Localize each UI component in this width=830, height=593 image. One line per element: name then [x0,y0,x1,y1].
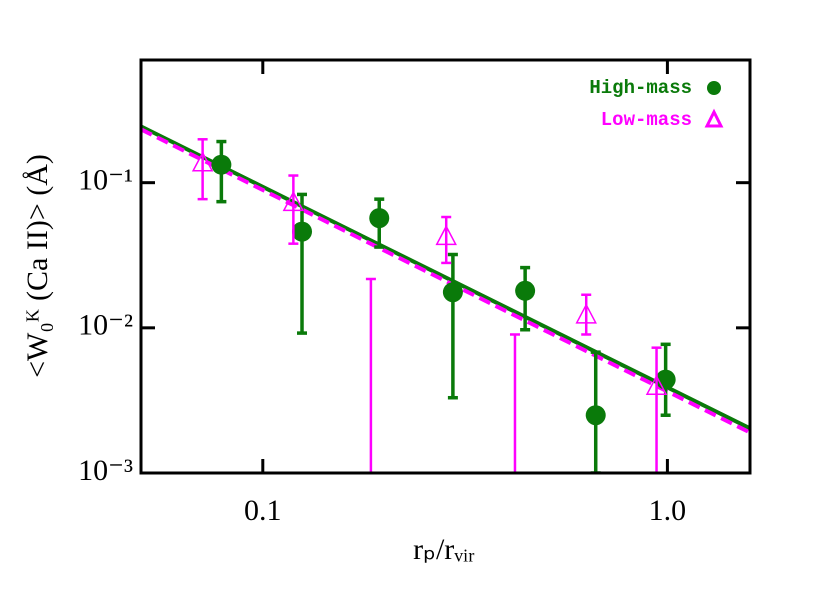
plot-area [141,124,750,473]
y-axis-label: <W₀ᴷ (Ca II)> (Å) [21,154,54,378]
point [369,208,390,229]
point [211,154,232,175]
point [645,374,668,395]
fit-line [141,124,750,431]
point [282,190,305,212]
point [515,280,536,301]
x-tick-label: 1.0 [649,494,687,527]
legend-label: High-mass [589,77,692,99]
legend-label: Low-mass [601,109,692,131]
legend-marker [704,108,724,128]
plot-frame [139,58,752,475]
point [575,303,597,324]
y-tick-label: 10⁻² [78,309,133,342]
y-tick-label: 10⁻¹ [78,164,133,197]
x-axis-label: rₚ/rᵥᵢᵣ [413,533,475,566]
y-tick-label: 10⁻³ [78,454,133,487]
point [585,405,606,426]
legend-marker [707,81,721,95]
point [435,224,457,246]
x-tick-label: 0.1 [244,494,282,527]
point [292,221,313,242]
point [442,282,463,303]
point [191,151,214,172]
fit-line [141,127,750,435]
